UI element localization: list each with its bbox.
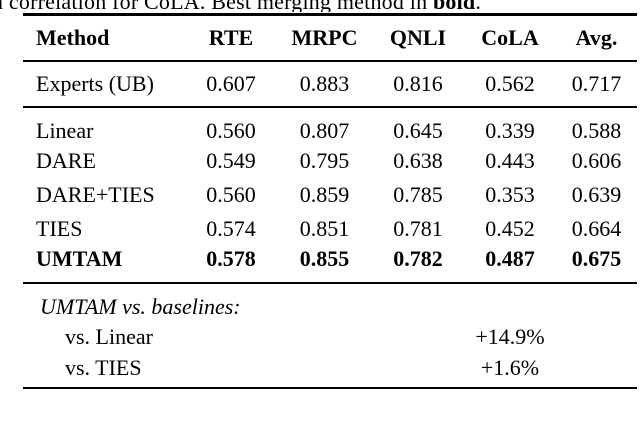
value-cell: 0.607 [206,70,256,96]
results-table: Method RTE MRPC QNLI CoLA Avg. Experts (… [23,13,637,389]
value-cell: 0.560 [206,117,256,143]
value-cell: 0.645 [393,117,443,143]
header-cell-method: Method [36,24,110,50]
value-cell: 0.638 [393,147,443,173]
empty-cell [556,354,637,388]
value-cell: 0.562 [485,70,535,96]
table-row-ties: TIES 0.574 0.851 0.781 0.452 0.664 [23,212,637,246]
method-label: Experts (UB) [36,70,154,96]
value-cell: 0.717 [571,70,622,96]
caption-text: n correlation for CoLA. Best merging met… [0,0,640,12]
value-cell: 0.452 [485,215,535,241]
value-cell: 0.339 [485,117,535,143]
header-cell-mrpc: MRPC [291,24,358,50]
value-cell: 0.807 [299,117,350,143]
value-cell: 0.816 [393,70,443,96]
experts-section: Experts (UB) 0.607 0.883 0.816 0.562 0.7… [23,61,637,107]
value-cell: 0.560 [206,181,256,207]
table-row-umtam: UMTAM 0.578 0.855 0.782 0.487 0.675 [23,246,637,283]
comparison-header-label: UMTAM vs. baselines: [40,293,241,319]
value-cell: 0.443 [485,147,535,173]
method-label: DARE [36,147,96,173]
table-header: Method RTE MRPC QNLI CoLA Avg. [23,14,637,61]
caption-bold-word: bold [433,0,475,12]
caption-body: correlation for CoLA. Best merging metho… [9,0,433,12]
comparison-header-row: UMTAM vs. baselines: [23,283,637,320]
value-cell: 0.487 [485,245,535,271]
methods-section: Linear 0.560 0.807 0.645 0.339 0.588 DAR… [23,107,637,283]
value-cell: 0.606 [571,147,622,173]
comparison-row-ties: vs. TIES +1.6% [23,354,637,388]
comparison-row-linear: vs. Linear +14.9% [23,320,637,354]
value-cell: 0.639 [571,181,622,207]
value-cell: 0.785 [393,181,443,207]
header-cell-qnli: QNLI [389,24,447,50]
value-cell: 0.782 [393,245,443,271]
comparison-section: UMTAM vs. baselines: vs. Linear +14.9% v… [23,283,637,388]
header-cell-cola: CoLA [481,24,539,50]
value-cell: 0.781 [393,215,443,241]
comparison-value: +14.9% [475,323,545,349]
header-cell-avg: Avg. [575,24,618,50]
table-row-linear: Linear 0.560 0.807 0.645 0.339 0.588 [23,107,637,144]
method-label: Linear [36,117,94,143]
method-label: UMTAM [36,245,123,271]
caption-period: . [475,0,481,12]
method-label: DARE+TIES [36,181,155,207]
comparison-label: vs. TIES [65,355,142,380]
header-row: Method RTE MRPC QNLI CoLA Avg. [23,14,637,61]
comparison-label: vs. Linear [65,323,153,349]
table-row-experts: Experts (UB) 0.607 0.883 0.816 0.562 0.7… [23,61,637,107]
value-cell: 0.574 [206,215,256,241]
table-caption: n correlation for CoLA. Best merging met… [0,0,640,12]
value-cell: 0.549 [206,147,256,173]
value-cell: 0.859 [299,181,350,207]
caption-fragment: n [0,0,3,12]
method-label: TIES [36,215,83,241]
value-cell: 0.353 [485,181,535,207]
value-cell: 0.675 [571,245,622,271]
table-row-dare: DARE 0.549 0.795 0.638 0.443 0.606 [23,144,637,178]
table-row-dare-ties: DARE+TIES 0.560 0.859 0.785 0.353 0.639 [23,178,637,212]
empty-cell [556,320,637,354]
header-cell-rte: RTE [208,24,254,50]
value-cell: 0.855 [299,245,350,271]
value-cell: 0.664 [571,215,622,241]
value-cell: 0.883 [299,70,350,96]
value-cell: 0.588 [571,117,622,143]
comparison-value: +1.6% [480,355,540,380]
value-cell: 0.795 [299,147,350,173]
value-cell: 0.578 [206,245,256,271]
value-cell: 0.851 [299,215,350,241]
